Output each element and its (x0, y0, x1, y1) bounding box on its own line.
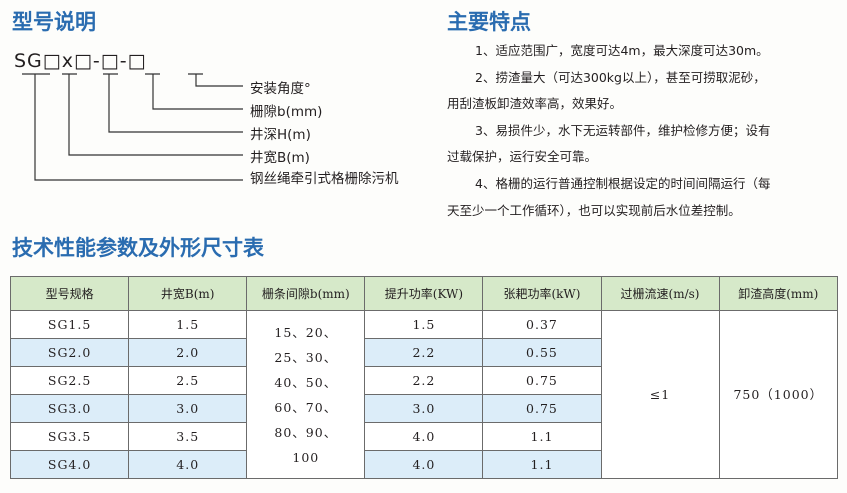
bar-gap-line: 80、90、 (274, 424, 338, 440)
cell-rake: 1.1 (482, 450, 602, 479)
label-well-width: 井宽B(m) (250, 150, 310, 166)
table-row: SG1.5 1.5 15、20、 25、30、 40、50、 60、70、 80、90、 10… (9, 310, 839, 479)
feature-line: 2、捞渣量大（可达300kg以上），甚至可捞取泥砂， (475, 69, 766, 85)
cell-width: 2.0 (128, 338, 248, 367)
cell-rake: 0.55 (482, 338, 602, 367)
features-title: 主要特点 (447, 10, 531, 34)
model-section-title: 型号说明 (12, 10, 96, 34)
column-header: 井宽B(m) (128, 276, 248, 311)
cell-lift: 1.5 (364, 310, 484, 339)
label-machine-name: 钢丝绳牵引式格栅除污机 (250, 171, 399, 187)
cell-width: 4.0 (128, 450, 248, 479)
label-install-angle: 安装角度° (250, 81, 311, 97)
cell-width: 2.5 (128, 366, 248, 395)
column-header: 卸渣高度(mm) (718, 276, 839, 311)
cell-lift: 4.0 (364, 450, 484, 479)
feature-line: 用刮渣板卸渣效率高，效果好。 (447, 96, 623, 112)
cell-width: 3.5 (128, 422, 248, 451)
bar-gap-line: 15、20、 (274, 324, 338, 340)
model-code: SG□x□-□-□ (14, 50, 147, 72)
cell-lift: 2.2 (364, 338, 484, 367)
label-bar-gap: 栅隙b(mm) (250, 104, 323, 120)
table-row: SG4.0 4.0 4.0 1.1 (9, 450, 838, 479)
label-well-depth: 井深H(m) (250, 127, 311, 143)
model-code-diagram-lines (22, 73, 243, 181)
cell-lift: 2.2 (364, 366, 484, 395)
cell-model: SG2.5 (9, 366, 130, 395)
cell-rake: 0.75 (482, 366, 602, 395)
cell-width: 3.0 (128, 394, 248, 423)
bar-gap-line: 25、30、 (274, 349, 338, 365)
cell-bar-gap: 15、20、 25、30、 40、50、 60、70、 80、90、 100 (246, 310, 366, 479)
cell-rake: 1.1 (482, 422, 602, 451)
column-header: 型号规格 (9, 276, 130, 311)
spec-table: 型号规格 井宽B(m) 栅条间隙b(mm) 提升功率(KW) 张耙功率(kW) 过栅流速(… (9, 276, 839, 479)
cell-discharge: 750（1000） (718, 310, 839, 479)
cell-width: 1.5 (128, 310, 248, 339)
column-header: 张耙功率(kW) (482, 276, 602, 311)
features-list: 1、适应范围广，宽度可达4m，最大深度可达30m。 2、捞渣量大（可达300kg… (447, 38, 770, 224)
cell-model: SG3.5 (9, 422, 130, 451)
feature-line: 4、格栅的运行普通控制根据设定的时间间隔运行（每 (475, 175, 771, 191)
cell-model: SG4.0 (9, 450, 130, 479)
feature-line: 天至少一个工作循环），也可以实现前后水位差控制。 (447, 202, 741, 218)
cell-lift: 3.0 (364, 394, 484, 423)
cell-model: SG1.5 (9, 310, 130, 339)
feature-line: 3、易损件少，水下无运转部件，维护检修方便；设有 (475, 122, 771, 138)
cell-model: SG3.0 (9, 394, 130, 423)
table-title: 技术性能参数及外形尺寸表 (12, 236, 264, 260)
cell-model: SG2.0 (9, 338, 130, 367)
table-row: SG2.5 2.5 2.2 0.75 (9, 366, 838, 395)
cell-rake: 0.75 (482, 394, 602, 423)
column-header: 提升功率(KW) (364, 276, 484, 311)
bar-gap-line: 40、50、 (274, 374, 338, 390)
table-row: SG3.0 3.0 3.0 0.75 (9, 394, 838, 423)
column-header: 过栅流速(m/s) (600, 276, 720, 311)
column-header: 栅条间隙b(mm) (246, 276, 366, 311)
cell-lift: 4.0 (364, 422, 484, 451)
bar-gap-line: 60、70、 (274, 399, 338, 415)
bar-gap-line: 100 (292, 449, 320, 465)
feature-line: 1、适应范围广，宽度可达4m，最大深度可达30m。 (475, 43, 769, 58)
table-row: SG2.0 2.0 2.2 0.55 (9, 338, 838, 367)
feature-line: 过载保护，运行安全可靠。 (447, 149, 598, 165)
cell-flow: ≤1 (600, 310, 720, 479)
cell-rake: 0.37 (482, 310, 602, 339)
